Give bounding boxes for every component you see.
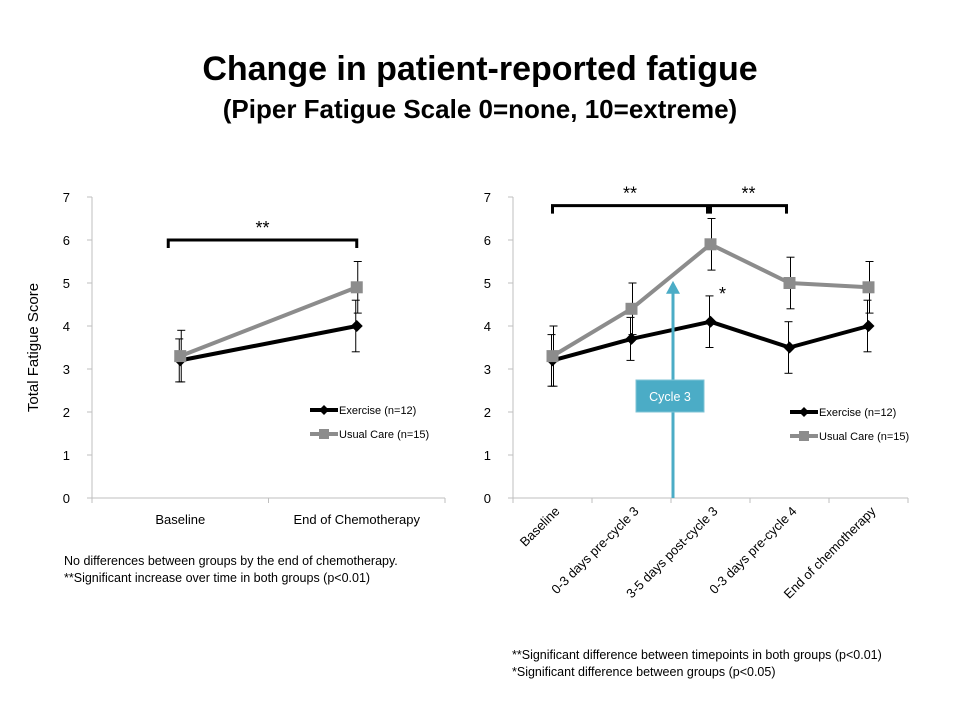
right-significance-label: **	[623, 184, 637, 204]
right-y-tick-label: 6	[484, 233, 491, 248]
right-y-tick-label: 7	[484, 190, 491, 205]
chart-subtitle: (Piper Fatigue Scale 0=none, 10=extreme)	[222, 94, 738, 124]
right-y-tick-label: 0	[484, 491, 491, 506]
left-significance-bracket	[166, 238, 359, 248]
left-y-tick-label: 7	[63, 190, 70, 205]
right-significance-label: **	[741, 184, 755, 204]
right-data-point	[625, 302, 638, 315]
right-x-tick-label: 0-3 days pre-cycle 3	[548, 504, 641, 597]
left-y-tick-label: 2	[63, 405, 70, 420]
right-data-point	[862, 281, 875, 294]
right-significance-bracket	[709, 204, 788, 214]
left-y-tick-label: 1	[63, 448, 70, 463]
right-x-tick-label: 0-3 days pre-cycle 4	[706, 504, 799, 597]
left-x-tick-label: Baseline	[155, 512, 205, 527]
chart-title: Change in patient-reported fatigue	[202, 50, 758, 88]
left-legend-label: Exercise (n=12)	[339, 405, 416, 417]
right-y-tick-label: 4	[484, 319, 491, 334]
left-legend-marker	[319, 429, 329, 439]
left-series-line	[179, 285, 358, 358]
right-legend-label: Exercise (n=12)	[819, 407, 896, 419]
right-data-point	[546, 350, 559, 363]
right-y-tick-label: 3	[484, 362, 491, 377]
right-legend-label: Usual Care (n=15)	[819, 431, 909, 443]
left-note-2: **Significant increase over time in both…	[64, 571, 371, 585]
left-y-tick-label: 4	[63, 319, 70, 334]
right-note-1: **Significant difference between timepoi…	[512, 648, 882, 662]
left-note-1: No differences between groups by the end…	[64, 554, 398, 568]
left-series-usual-care	[174, 261, 363, 383]
right-significance-bracket	[551, 204, 709, 214]
left-x-tick-label: End of Chemotherapy	[294, 512, 421, 527]
left-legend-label: Usual Care (n=15)	[339, 429, 429, 441]
left-y-tick-label: 0	[63, 491, 70, 506]
right-data-point	[783, 341, 796, 354]
y-axis-title: Total Fatigue Score	[25, 283, 42, 412]
right-legend-marker	[799, 431, 809, 441]
right-series-exercise	[546, 295, 875, 387]
right-data-point	[704, 315, 717, 328]
left-data-point	[350, 320, 363, 332]
right-data-point	[704, 238, 717, 251]
right-series-usual-care	[546, 218, 875, 387]
left-series-exercise	[174, 299, 363, 383]
right-data-point	[862, 320, 875, 332]
left-chart: 0 1 2 3 4 5 6 7 Baseline End of Chemotherapy Total…	[25, 190, 446, 527]
cycle-3-callout-label: Cycle 3	[649, 390, 691, 404]
left-y-tick-label: 5	[63, 276, 70, 291]
left-data-point	[174, 350, 187, 363]
left-series-line	[179, 324, 358, 363]
right-y-tick-label: 1	[484, 448, 491, 463]
right-chart-notes: **Significant difference between timepoi…	[512, 647, 882, 681]
right-legend-marker	[799, 407, 809, 417]
cycle-3-callout-box	[635, 379, 705, 413]
right-y-tick-label: 5	[484, 276, 491, 291]
right-y-tick-label: 2	[484, 405, 491, 420]
right-x-tick-label: Baseline	[517, 504, 563, 550]
left-y-tick-label: 6	[63, 233, 70, 248]
left-significance-label: **	[255, 218, 269, 238]
left-legend-marker	[319, 405, 329, 415]
cycle-3-arrowhead	[666, 280, 680, 294]
left-y-tick-label: 3	[63, 362, 70, 377]
right-note-2: *Significant difference between groups (…	[512, 665, 776, 679]
right-data-point	[625, 332, 638, 345]
left-data-point	[350, 281, 363, 294]
right-star-annotation: *	[719, 284, 726, 304]
right-data-point	[783, 277, 796, 289]
left-chart-notes: No differences between groups by the end…	[64, 553, 398, 587]
